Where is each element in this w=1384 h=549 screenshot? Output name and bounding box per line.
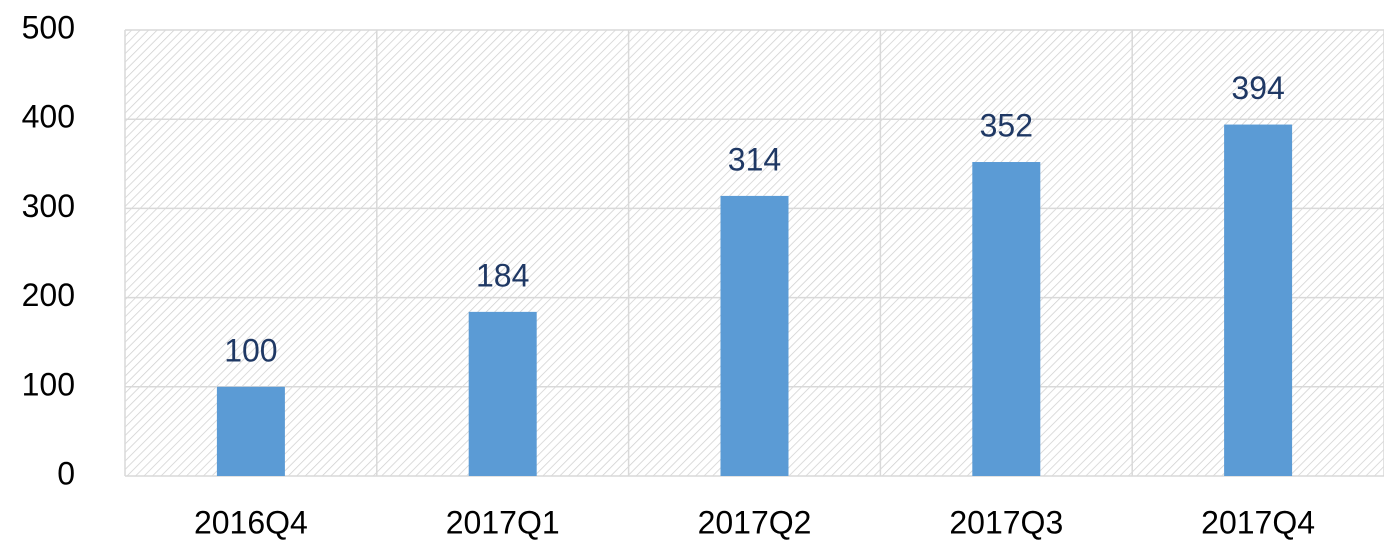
data-label: 314	[728, 141, 781, 177]
x-tick-label: 2016Q4	[194, 504, 308, 540]
y-tick-label: 300	[22, 188, 75, 224]
bar	[468, 311, 537, 476]
data-label: 394	[1231, 70, 1284, 106]
y-tick-label: 100	[22, 366, 75, 402]
bar	[720, 195, 789, 477]
bar	[1224, 124, 1293, 476]
x-tick-label: 2017Q2	[698, 504, 812, 540]
bar	[216, 386, 285, 476]
y-tick-label: 500	[22, 9, 75, 45]
y-tick-label: 0	[57, 455, 75, 491]
x-tick-label: 2017Q4	[1201, 504, 1315, 540]
x-tick-label: 2017Q3	[949, 504, 1063, 540]
y-tick-label: 400	[22, 99, 75, 135]
x-tick-label: 2017Q1	[446, 504, 560, 540]
bar	[972, 162, 1041, 477]
data-label: 184	[476, 257, 529, 293]
y-tick-label: 200	[22, 277, 75, 313]
data-label: 100	[224, 332, 277, 368]
data-label: 352	[980, 107, 1033, 143]
